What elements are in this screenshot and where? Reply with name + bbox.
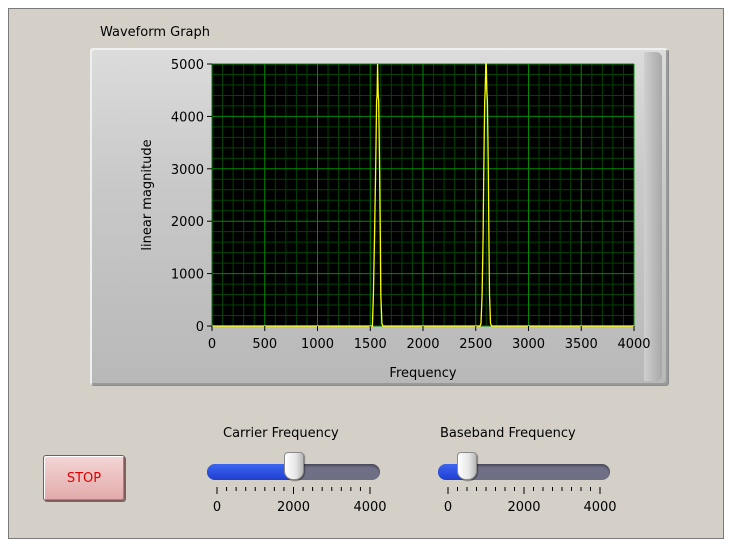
graph-caption: Waveform Graph bbox=[100, 25, 210, 40]
slider-tick-label: 4000 bbox=[583, 500, 616, 515]
y-tick-label: 0 bbox=[196, 320, 204, 335]
spectrum-trace bbox=[212, 63, 634, 327]
x-tick-label: 1000 bbox=[301, 337, 334, 352]
x-axis-label: Frequency bbox=[389, 366, 456, 381]
x-tick-label: 0 bbox=[208, 337, 216, 352]
carrier-frequency-scale: 0 2000 4000 bbox=[213, 487, 387, 515]
baseband-frequency-scale: 0 2000 4000 bbox=[444, 487, 617, 515]
x-tick-label: 2000 bbox=[406, 337, 439, 352]
y-tick-label: 1000 bbox=[171, 268, 204, 283]
y-tick-label: 4000 bbox=[171, 110, 204, 125]
carrier-frequency-label: Carrier Frequency bbox=[223, 426, 339, 441]
x-tick-label: 3000 bbox=[512, 337, 545, 352]
carrier-frequency-thumb[interactable] bbox=[283, 452, 304, 480]
slider-tick-label: 2000 bbox=[507, 500, 540, 515]
slider-tick-label: 4000 bbox=[353, 500, 386, 515]
x-tick-label: 500 bbox=[252, 337, 277, 352]
y-axis-label: linear magnitude bbox=[140, 139, 155, 250]
x-tick-label: 1500 bbox=[354, 337, 387, 352]
slider-tick-label: 0 bbox=[213, 500, 221, 515]
slider-tick-label: 0 bbox=[444, 500, 452, 515]
stop-button[interactable]: STOP bbox=[43, 455, 125, 501]
y-tick-label: 3000 bbox=[171, 163, 204, 178]
slider-tick-label: 2000 bbox=[277, 500, 310, 515]
y-tick-label: 2000 bbox=[171, 215, 204, 230]
x-tick-label: 4000 bbox=[617, 337, 650, 352]
baseband-frequency-thumb[interactable] bbox=[457, 452, 477, 480]
x-tick-label: 3500 bbox=[565, 337, 598, 352]
carrier-frequency-fill bbox=[207, 464, 294, 480]
baseband-frequency-label: Baseband Frequency bbox=[440, 426, 576, 441]
x-tick-label: 2500 bbox=[459, 337, 492, 352]
y-tick-label: 5000 bbox=[171, 58, 204, 73]
